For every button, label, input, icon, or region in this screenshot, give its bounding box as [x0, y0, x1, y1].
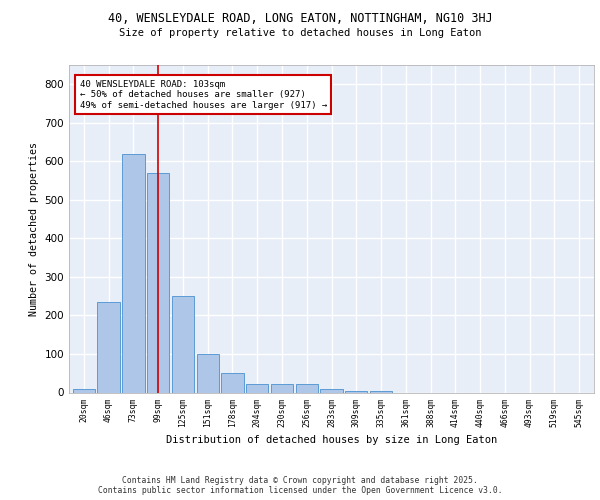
X-axis label: Distribution of detached houses by size in Long Eaton: Distribution of detached houses by size … [166, 435, 497, 445]
Text: Size of property relative to detached houses in Long Eaton: Size of property relative to detached ho… [119, 28, 481, 38]
Bar [370, 390, 392, 392]
Bar [147, 173, 169, 392]
Bar [271, 384, 293, 392]
Text: Contains HM Land Registry data © Crown copyright and database right 2025.
Contai: Contains HM Land Registry data © Crown c… [98, 476, 502, 495]
Bar [320, 388, 343, 392]
Bar [246, 384, 268, 392]
Bar [172, 296, 194, 392]
Bar [296, 384, 318, 392]
Bar [197, 354, 219, 393]
Y-axis label: Number of detached properties: Number of detached properties [29, 142, 39, 316]
Bar [73, 388, 95, 392]
Bar [97, 302, 120, 392]
Bar [122, 154, 145, 392]
Text: 40, WENSLEYDALE ROAD, LONG EATON, NOTTINGHAM, NG10 3HJ: 40, WENSLEYDALE ROAD, LONG EATON, NOTTIN… [107, 12, 493, 26]
Bar [345, 390, 367, 392]
Bar [221, 373, 244, 392]
Text: 40 WENSLEYDALE ROAD: 103sqm
← 50% of detached houses are smaller (927)
49% of se: 40 WENSLEYDALE ROAD: 103sqm ← 50% of det… [79, 80, 327, 110]
